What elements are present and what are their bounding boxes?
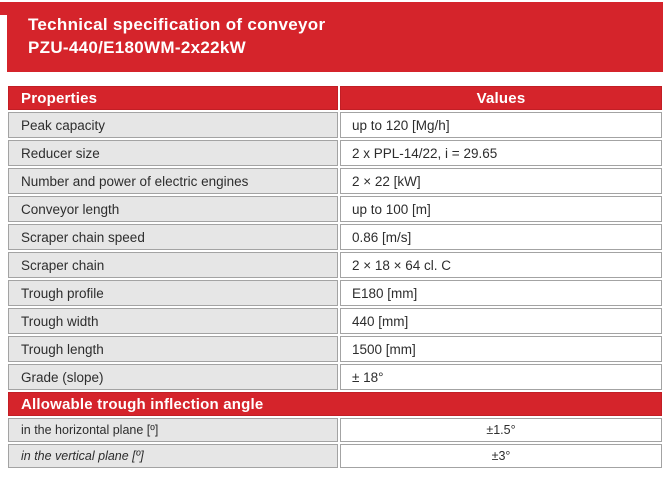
- table-row: Grade (slope) ± 18°: [8, 364, 662, 390]
- value-cell: up to 120 [Mg/h]: [340, 112, 662, 138]
- values-column-header: Values: [340, 86, 662, 110]
- table-row: Reducer size 2 x PPL-14/22, i = 29.65: [8, 140, 662, 166]
- banner-title-line2: PZU-440/E180WM-2x22kW: [28, 38, 246, 57]
- value-cell: 2 x PPL-14/22, i = 29.65: [340, 140, 662, 166]
- section-header: Allowable trough inflection angle: [8, 392, 662, 416]
- table-row: Trough profile E180 [mm]: [8, 280, 662, 306]
- value-cell: up to 100 [m]: [340, 196, 662, 222]
- table-row: in the vertical plane [º] ±3°: [8, 444, 662, 468]
- value-cell: 1500 [mm]: [340, 336, 662, 362]
- table-row: Trough length 1500 [mm]: [8, 336, 662, 362]
- property-cell: Number and power of electric engines: [8, 168, 338, 194]
- table-row: Conveyor length up to 100 [m]: [8, 196, 662, 222]
- banner: Technical specification of conveyor PZU-…: [7, 2, 663, 72]
- value-cell: 0.86 [m/s]: [340, 224, 662, 250]
- spec-table: Properties Values Peak capacity up to 12…: [6, 84, 664, 470]
- table-row: Scraper chain speed 0.86 [m/s]: [8, 224, 662, 250]
- table-row: in the horizontal plane [º] ±1.5°: [8, 418, 662, 442]
- section-header-row: Allowable trough inflection angle: [8, 392, 662, 416]
- value-cell: 2 × 18 × 64 cl. C: [340, 252, 662, 278]
- table-row: Number and power of electric engines 2 ×…: [8, 168, 662, 194]
- property-cell: Scraper chain: [8, 252, 338, 278]
- value-cell: 440 [mm]: [340, 308, 662, 334]
- banner-left-tab: [0, 2, 8, 15]
- value-cell: ±3°: [340, 444, 662, 468]
- property-cell: Peak capacity: [8, 112, 338, 138]
- property-cell: Grade (slope): [8, 364, 338, 390]
- value-cell: ± 18°: [340, 364, 662, 390]
- banner-title-line1: Technical specification of conveyor: [28, 15, 326, 34]
- property-cell: Trough profile: [8, 280, 338, 306]
- value-cell: 2 × 22 [kW]: [340, 168, 662, 194]
- table-header-row: Properties Values: [8, 86, 662, 110]
- property-cell: in the vertical plane [º]: [8, 444, 338, 468]
- value-cell: ±1.5°: [340, 418, 662, 442]
- table-row: Trough width 440 [mm]: [8, 308, 662, 334]
- value-cell: E180 [mm]: [340, 280, 662, 306]
- property-cell: Reducer size: [8, 140, 338, 166]
- property-cell: Conveyor length: [8, 196, 338, 222]
- property-cell: Trough width: [8, 308, 338, 334]
- properties-column-header: Properties: [8, 86, 338, 110]
- property-cell: in the horizontal plane [º]: [8, 418, 338, 442]
- table-row: Peak capacity up to 120 [Mg/h]: [8, 112, 662, 138]
- property-cell: Trough length: [8, 336, 338, 362]
- property-cell: Scraper chain speed: [8, 224, 338, 250]
- table-row: Scraper chain 2 × 18 × 64 cl. C: [8, 252, 662, 278]
- spec-table-container: Properties Values Peak capacity up to 12…: [6, 84, 664, 470]
